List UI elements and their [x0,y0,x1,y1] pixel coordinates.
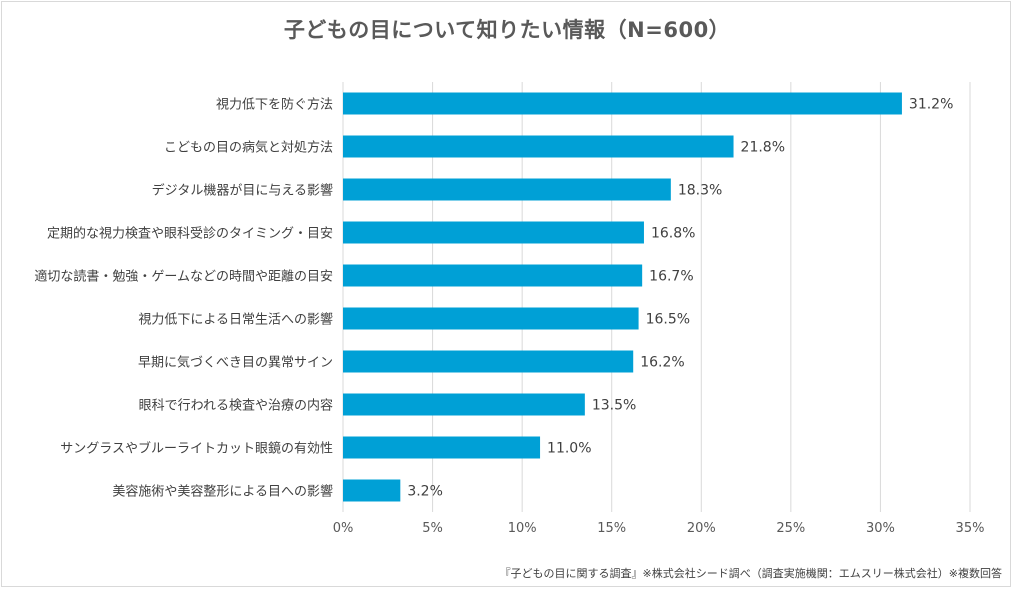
x-tick-label-35: 35% [956,521,985,536]
footnote: 『子どもの目に関する調査』※株式会社シード調べ（調査実施機関：エムスリー株式会社… [499,567,1002,580]
bar-4 [343,221,644,244]
category-label-3: デジタル機器が目に与える影響 [152,183,333,199]
category-label-4: 定期的な視力検査や眼科受診のタイミング・目安 [47,226,333,242]
category-labels: 視力低下を防ぐ方法こどもの目の病気と対処方法デジタル機器が目に与える影響定期的な… [34,97,333,500]
value-label-8: 13.5% [592,398,636,414]
x-tick-label-10: 10% [508,521,537,536]
category-label-10: 美容施術や美容整形による目への影響 [112,484,333,500]
bar-6 [343,307,639,330]
value-label-4: 16.8% [651,226,695,242]
bar-3 [343,178,671,201]
value-label-3: 18.3% [678,183,722,199]
category-label-2: こどもの目の病気と対処方法 [164,140,333,156]
x-tick-label-30: 30% [866,521,895,536]
bars [343,92,902,502]
value-label-7: 16.2% [640,355,684,371]
category-label-5: 適切な読書・勉強・ゲームなどの時間や距離の目安 [34,269,333,285]
value-label-10: 3.2% [407,484,443,500]
value-labels: 31.2% 21.8% 18.3% 16.8% 16.7% 16.5% 16.2% 13.5%… [407,97,953,500]
x-tick-label-15: 15% [597,521,626,536]
bar-8 [343,393,585,416]
category-label-7: 早期に気づくべき目の異常サイン [138,355,333,371]
x-tick-label-5: 5% [422,521,443,536]
bar-5 [343,264,643,287]
x-tick-label-20: 20% [687,521,716,536]
chart-title: 子どもの目について知りたい情報（N=600） [283,18,731,42]
category-label-6: 視力低下による日常生活への影響 [138,312,333,328]
x-tick-labels: 0% 5% 10% 15% 20% 25% 30% 35% [333,521,985,536]
value-label-9: 11.0% [547,441,591,457]
x-tick-label-25: 25% [776,521,805,536]
value-label-6: 16.5% [646,312,690,328]
value-label-5: 16.7% [649,269,693,285]
bar-10 [343,479,401,502]
value-label-1: 31.2% [909,97,953,113]
value-label-2: 21.8% [741,140,785,156]
category-label-9: サングラスやブルーライトカット眼鏡の有効性 [60,441,333,457]
bar-1 [343,92,902,115]
bar-9 [343,436,541,459]
category-label-8: 眼科で行われる検査や治療の内容 [139,398,333,414]
category-label-1: 視力低下を防ぐ方法 [216,97,333,113]
x-tick-label-0: 0% [333,521,354,536]
bar-7 [343,350,634,373]
bar-2 [343,135,734,158]
